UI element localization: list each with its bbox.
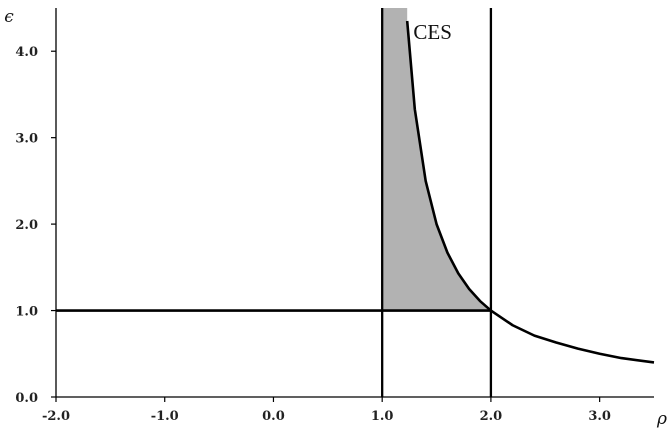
x-ticks: -2.0 -1.0 0.0 1.0 2.0 3.0: [42, 397, 611, 424]
axes: -2.0 -1.0 0.0 1.0 2.0 3.0 0.0 1.0 2.0 3.0 4.0 ρ ϵ: [4, 7, 667, 429]
y-tick-label: 2.0: [15, 218, 38, 233]
reference-lines: [56, 8, 493, 397]
y-tick-label: 1.0: [15, 305, 38, 320]
plot-area: [56, 8, 655, 397]
x-tick-label: -1.0: [151, 409, 179, 424]
y-tick-label: 0.0: [15, 391, 38, 406]
x-tick-label: -2.0: [42, 409, 70, 424]
shaded-region: [382, 8, 491, 311]
curve-label-ces: CES: [413, 20, 452, 44]
x-tick-label: 3.0: [588, 409, 611, 424]
y-tick-label: 4.0: [15, 45, 38, 60]
y-axis-label: ϵ: [4, 7, 14, 27]
x-axis-label: ρ: [656, 409, 667, 429]
ces-curve: [405, 20, 655, 364]
y-ticks: 0.0 1.0 2.0 3.0 4.0: [15, 45, 56, 406]
x-tick-label: 2.0: [480, 409, 503, 424]
x-tick-label: 0.0: [262, 409, 285, 424]
y-tick-label: 3.0: [15, 132, 38, 147]
x-tick-label: 1.0: [371, 409, 394, 424]
annotations: CES: [413, 20, 452, 44]
